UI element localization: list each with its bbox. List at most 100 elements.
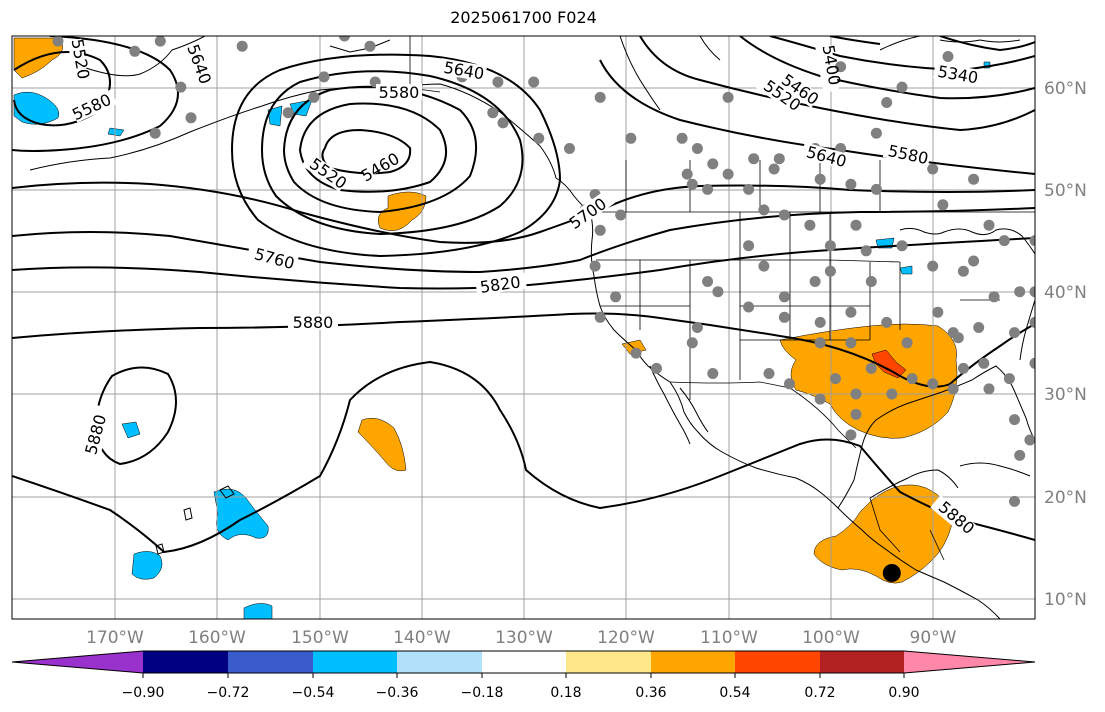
- station-dot: [149, 127, 161, 139]
- station-dot: [896, 240, 908, 252]
- colorbar: −0.90 −0.72 −0.54 −0.36 −0.18 0.18 0.36 …: [11, 650, 1036, 701]
- station-dot: [942, 51, 954, 62]
- station-dot: [748, 153, 760, 165]
- station-dot: [676, 132, 688, 144]
- station-dot: [784, 378, 795, 390]
- lat-tick-label: 30°N: [1044, 385, 1087, 405]
- station-dot: [845, 337, 857, 349]
- station-dot: [850, 219, 862, 231]
- colorbar-tick-label: −0.18: [461, 685, 504, 701]
- station-dot: [722, 91, 734, 103]
- lon-tick-label: 120°W: [597, 628, 655, 648]
- station-dot: [630, 347, 642, 359]
- station-dot: [850, 388, 862, 400]
- station-dot: [932, 306, 944, 318]
- lon-tick-label: 110°W: [700, 628, 758, 648]
- lat-tick-label: 50°N: [1044, 181, 1087, 201]
- station-dot: [865, 276, 877, 287]
- station-dot: [492, 76, 504, 88]
- station-dot: [681, 168, 693, 180]
- colorbar-tick-label: 0.18: [550, 685, 581, 701]
- anomaly-neg-region: [121, 421, 141, 439]
- lon-tick-label: 160°W: [188, 628, 246, 648]
- station-dot: [886, 388, 898, 400]
- station-dot: [768, 163, 780, 175]
- lon-tick-label: 100°W: [802, 628, 860, 648]
- colorbar-tick-label: −0.90: [122, 685, 165, 701]
- station-dot: [952, 332, 964, 344]
- station-dot: [835, 61, 847, 73]
- graticule: [12, 36, 1035, 619]
- station-dot: [896, 81, 908, 93]
- longitude-axis: 170°W 160°W 150°W 140°W 130°W 120°W 110°…: [86, 628, 957, 648]
- station-dot: [968, 255, 980, 267]
- colorbar-tick-label: 0.90: [888, 685, 919, 701]
- station-dot: [845, 429, 857, 441]
- station-dot: [778, 209, 790, 221]
- station-dot: [743, 183, 755, 195]
- station-dot: [497, 117, 509, 129]
- colorbar-segment: [143, 651, 228, 673]
- station-dot: [824, 240, 836, 252]
- lon-tick-label: 90°W: [910, 628, 957, 648]
- station-dot: [927, 378, 939, 390]
- station-dot: [778, 291, 790, 303]
- anomaly-pos-region: [378, 191, 427, 231]
- contour-label: 5880: [293, 313, 334, 332]
- colorbar-segment: [228, 651, 313, 673]
- station-dot: [1003, 373, 1015, 385]
- station-dot: [129, 45, 141, 57]
- station-dot: [901, 337, 913, 349]
- colorbar-segment: [313, 651, 397, 673]
- map-frame: [11, 35, 1036, 620]
- station-dot: [804, 219, 816, 231]
- station-dot: [615, 209, 627, 221]
- station-dot: [927, 260, 939, 272]
- station-dot: [845, 306, 857, 318]
- station-dot: [533, 132, 545, 144]
- station-dot: [988, 291, 1000, 303]
- station-dot: [691, 143, 703, 154]
- station-dot: [758, 204, 770, 216]
- anomaly-neg-region: [131, 551, 163, 580]
- colorbar-segment: [397, 651, 482, 673]
- colorbar-segment: [651, 651, 735, 673]
- station-dot: [778, 311, 790, 323]
- colorbar-tick-label: 0.72: [804, 685, 835, 701]
- anomaly-neg-region: [107, 127, 125, 137]
- station-dots: [52, 36, 1035, 507]
- station-dot: [52, 36, 64, 47]
- station-dot: [686, 178, 698, 190]
- station-dot: [758, 260, 770, 272]
- station-dot: [364, 40, 376, 52]
- station-dot: [814, 337, 826, 349]
- station-dot: [973, 322, 985, 333]
- station-dot: [927, 163, 939, 175]
- station-dot: [702, 183, 714, 195]
- station-dot: [814, 316, 826, 328]
- colorbar-segment: [735, 651, 820, 673]
- lon-tick-label: 130°W: [495, 628, 553, 648]
- station-dot: [743, 301, 755, 313]
- station-dot: [998, 235, 1010, 247]
- station-dot: [625, 132, 637, 144]
- station-dot: [845, 178, 857, 190]
- station-dot: [339, 36, 350, 42]
- colorbar-segment: [482, 651, 566, 673]
- station-dot: [528, 76, 540, 88]
- station-dot: [870, 127, 882, 139]
- station-dot: [881, 97, 893, 108]
- station-dot: [594, 91, 606, 103]
- latitude-axis: 60°N 50°N 40°N 30°N 20°N 10°N: [1044, 79, 1087, 610]
- station-dot: [236, 40, 248, 52]
- station-dot: [968, 173, 980, 185]
- station-dot: [564, 143, 575, 154]
- station-dot: [175, 81, 187, 93]
- station-dot: [743, 240, 755, 252]
- station-dot: [487, 107, 499, 119]
- station-dot: [860, 245, 872, 257]
- station-dot: [589, 260, 601, 272]
- station-dot: [881, 316, 893, 328]
- station-dot: [814, 173, 826, 185]
